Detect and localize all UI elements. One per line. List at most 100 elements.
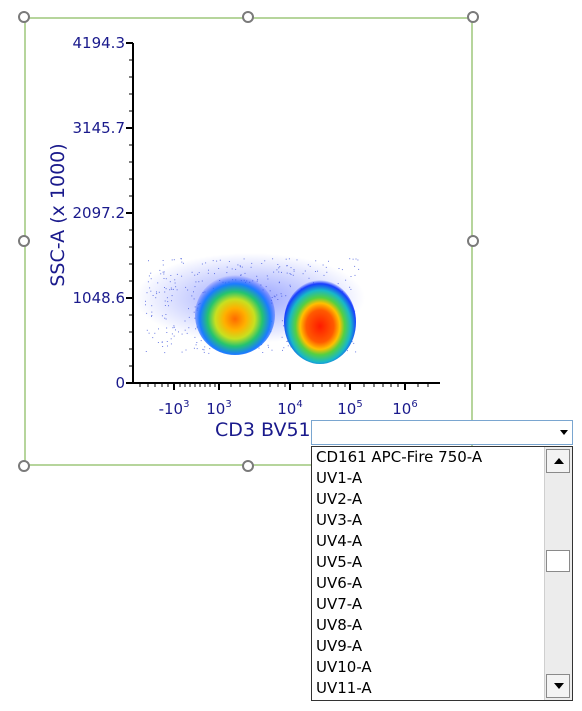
scatter-dot: [194, 274, 196, 276]
list-item[interactable]: UV10-A: [316, 658, 372, 676]
scatter-dot: [165, 314, 167, 315]
list-item[interactable]: UV7-A: [316, 595, 363, 613]
scatter-dot: [151, 315, 152, 317]
scatter-dot: [279, 266, 281, 268]
scatter-dot: [157, 342, 159, 343]
scatter-dot: [208, 269, 209, 271]
scatter-dot: [258, 347, 260, 349]
scatter-dot: [264, 260, 266, 262]
scatter-dot: [187, 289, 189, 291]
chevron-down-icon[interactable]: [560, 430, 568, 435]
scatter-dot: [188, 308, 189, 310]
scatter-dot: [278, 281, 280, 283]
list-item[interactable]: UV5-A: [316, 553, 363, 571]
scatter-dot: [273, 271, 275, 273]
scatter-dot: [355, 258, 357, 260]
scatter-dot: [296, 259, 298, 261]
scatter-dot: [194, 286, 196, 288]
scatter-dot: [267, 278, 269, 280]
scatter-dot: [274, 296, 276, 298]
scatter-dot: [218, 268, 220, 269]
y-tick-label: 0: [115, 374, 125, 392]
scatter-dot: [157, 282, 159, 284]
scatter-dot: [164, 352, 166, 354]
list-item[interactable]: UV1-A: [316, 469, 363, 487]
scatter-dot: [194, 336, 196, 338]
scatter-dot: [191, 295, 193, 297]
scatter-dot: [147, 281, 149, 283]
scatter-dot: [193, 298, 195, 300]
scrollbar-thumb[interactable]: [546, 550, 570, 572]
scatter-dot: [345, 279, 347, 281]
scatter-dot: [285, 295, 287, 297]
scatter-dot: [287, 340, 288, 342]
scatter-dot: [194, 306, 196, 308]
scatter-dot: [200, 340, 202, 342]
scatter-dot: [265, 286, 267, 288]
scatter-dot: [176, 289, 178, 291]
resize-handle-top-left[interactable]: [18, 11, 30, 23]
scatter-dot: [173, 335, 175, 337]
scatter-dot: [150, 278, 152, 280]
scatter-dot: [354, 265, 356, 267]
scatter-dot: [323, 274, 325, 276]
scatter-dot: [167, 301, 169, 303]
scatter-dot: [307, 264, 309, 266]
parameter-option-list[interactable]: CD161 APC-Fire 750-A UV1-A UV2-A UV3-A U…: [311, 446, 573, 701]
scatter-dot: [293, 270, 295, 272]
list-item[interactable]: UV2-A: [316, 490, 363, 508]
scatter-dot: [181, 261, 183, 263]
list-item[interactable]: UV8-A: [316, 616, 363, 634]
scatter-dot: [278, 267, 280, 269]
scatter-dot: [204, 346, 206, 348]
scatter-dot: [304, 270, 306, 272]
scatter-dot: [283, 325, 284, 327]
scatter-dot: [161, 315, 163, 317]
scatter-dot: [193, 311, 195, 313]
list-item[interactable]: UV4-A: [316, 532, 363, 550]
scatter-dot: [152, 337, 154, 339]
scatter-dot: [285, 258, 287, 260]
scatter-dot: [162, 271, 164, 273]
list-item[interactable]: CD161 APC-Fire 750-A: [316, 448, 483, 466]
scatter-dot: [145, 300, 146, 302]
scatter-dot: [185, 349, 187, 351]
y-axis-title[interactable]: SSC-A (x 1000): [47, 143, 69, 286]
scatter-dot: [182, 262, 184, 264]
scatter-dot: [172, 288, 174, 290]
list-item[interactable]: UV6-A: [316, 574, 363, 592]
resize-handle-top-center[interactable]: [242, 11, 254, 23]
scatter-dot: [241, 266, 243, 268]
resize-handle-middle-left[interactable]: [18, 235, 30, 247]
scatter-dot: [262, 352, 264, 353]
scatter-dot: [196, 348, 198, 350]
list-scrollbar[interactable]: [544, 447, 572, 700]
scroll-down-button[interactable]: [546, 674, 570, 698]
list-item[interactable]: UV11-A: [316, 679, 372, 697]
scatter-dot: [205, 262, 207, 264]
x-axis-title[interactable]: CD3 BV51: [215, 419, 311, 441]
scatter-dot: [169, 281, 171, 283]
scatter-dot: [309, 265, 311, 267]
resize-handle-middle-right[interactable]: [467, 235, 479, 247]
scatter-dot: [197, 273, 199, 275]
scatter-dot: [271, 297, 273, 298]
resize-handle-bottom-center[interactable]: [242, 460, 254, 472]
scatter-dot: [201, 280, 203, 282]
scatter-dot: [302, 273, 304, 275]
x-parameter-dropdown[interactable]: [311, 420, 573, 445]
scatter-dot: [158, 328, 159, 330]
resize-handle-bottom-left[interactable]: [18, 460, 30, 472]
scatter-dot: [237, 264, 239, 266]
scroll-up-button[interactable]: [546, 449, 570, 473]
population-cluster-2: [284, 280, 356, 364]
list-item[interactable]: UV9-A: [316, 637, 363, 655]
scatter-dot: [315, 271, 316, 272]
list-item[interactable]: UV3-A: [316, 511, 363, 529]
resize-handle-top-right[interactable]: [467, 11, 479, 23]
scatter-dot: [250, 266, 252, 268]
scatter-dot: [195, 328, 197, 330]
scatter-dot: [163, 271, 165, 273]
scatter-dot: [346, 350, 348, 352]
scatter-dot: [196, 342, 198, 343]
